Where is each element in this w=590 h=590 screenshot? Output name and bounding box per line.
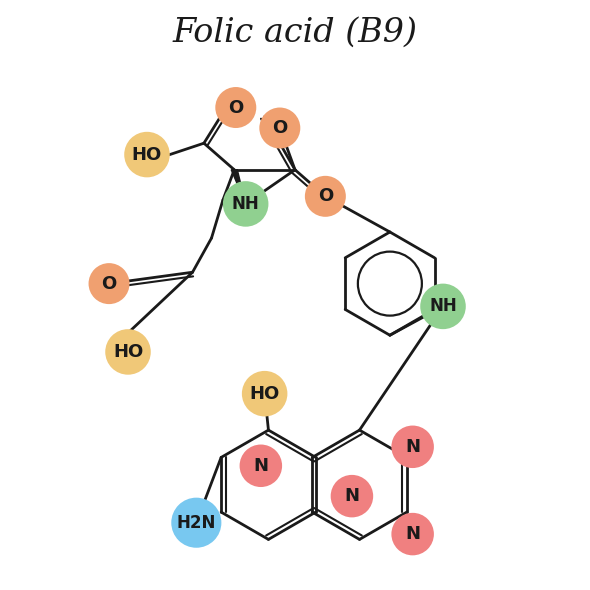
Circle shape xyxy=(223,181,268,227)
Text: NH: NH xyxy=(232,195,260,213)
Circle shape xyxy=(260,107,300,149)
Text: O: O xyxy=(228,99,244,116)
Circle shape xyxy=(124,132,170,178)
Circle shape xyxy=(330,475,373,517)
Polygon shape xyxy=(231,170,245,204)
Circle shape xyxy=(391,425,434,468)
Circle shape xyxy=(105,329,151,375)
Text: O: O xyxy=(318,188,333,205)
Text: N: N xyxy=(253,457,268,475)
Text: Folic acid (B9): Folic acid (B9) xyxy=(172,17,418,49)
Text: HO: HO xyxy=(113,343,143,361)
Circle shape xyxy=(88,263,130,304)
Text: N: N xyxy=(405,438,420,456)
Circle shape xyxy=(240,444,282,487)
Circle shape xyxy=(420,284,466,329)
Text: NH: NH xyxy=(429,297,457,316)
Circle shape xyxy=(391,513,434,555)
Text: HO: HO xyxy=(250,385,280,402)
Text: N: N xyxy=(405,525,420,543)
Circle shape xyxy=(305,176,346,217)
Circle shape xyxy=(171,497,221,548)
Text: H2N: H2N xyxy=(176,514,216,532)
Text: O: O xyxy=(101,274,117,293)
Circle shape xyxy=(242,371,287,417)
Circle shape xyxy=(215,87,256,128)
Text: O: O xyxy=(272,119,287,137)
Text: HO: HO xyxy=(132,146,162,163)
Text: N: N xyxy=(345,487,359,505)
